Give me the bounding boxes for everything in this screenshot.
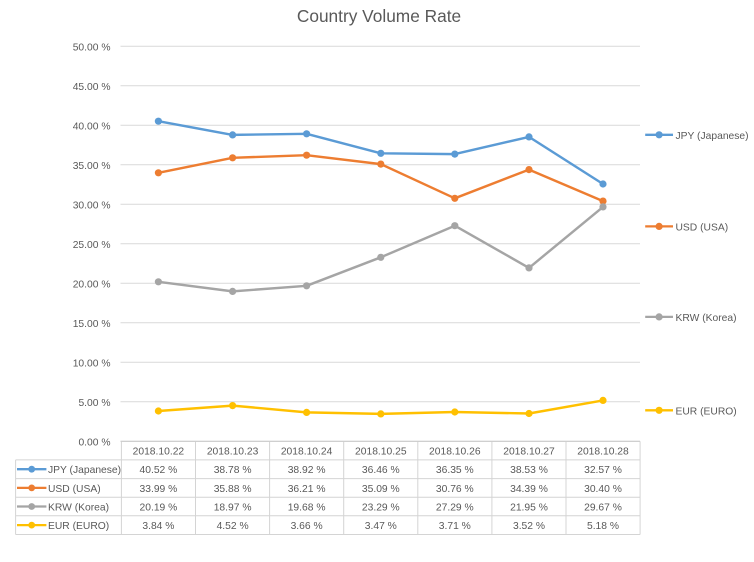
svg-text:34.39 %: 34.39 % (510, 484, 548, 495)
svg-text:EUR (EURO): EUR (EURO) (48, 521, 109, 532)
svg-text:45.00 %: 45.00 % (73, 82, 111, 93)
svg-text:0.00 %: 0.00 % (78, 437, 110, 448)
svg-text:19.68 %: 19.68 % (288, 503, 326, 514)
svg-text:3.47 %: 3.47 % (365, 521, 397, 532)
svg-text:USD (USA): USD (USA) (676, 222, 729, 233)
svg-text:3.66 %: 3.66 % (291, 521, 323, 532)
svg-text:27.29 %: 27.29 % (436, 503, 474, 514)
svg-text:40.00 %: 40.00 % (73, 121, 111, 132)
svg-text:30.40 %: 30.40 % (584, 484, 622, 495)
svg-text:25.00 %: 25.00 % (73, 240, 111, 251)
svg-text:38.53 %: 38.53 % (510, 465, 548, 476)
svg-text:15.00 %: 15.00 % (73, 319, 111, 330)
svg-text:5.00 %: 5.00 % (78, 398, 110, 409)
svg-text:33.99 %: 33.99 % (140, 484, 178, 495)
svg-text:5.18 %: 5.18 % (587, 521, 619, 532)
svg-text:20.00 %: 20.00 % (73, 279, 111, 290)
svg-text:2018.10.28: 2018.10.28 (577, 447, 629, 458)
svg-text:USD (USA): USD (USA) (48, 484, 101, 495)
svg-text:Country Volume Rate: Country Volume Rate (297, 6, 461, 26)
svg-text:4.52 %: 4.52 % (217, 521, 249, 532)
svg-text:2018.10.24: 2018.10.24 (281, 447, 333, 458)
svg-text:35.00 %: 35.00 % (73, 161, 111, 172)
svg-text:23.29 %: 23.29 % (362, 503, 400, 514)
svg-text:36.35 %: 36.35 % (436, 465, 474, 476)
svg-text:2018.10.22: 2018.10.22 (133, 447, 185, 458)
svg-text:2018.10.27: 2018.10.27 (503, 447, 555, 458)
svg-text:36.46 %: 36.46 % (362, 465, 400, 476)
svg-text:2018.10.26: 2018.10.26 (429, 447, 481, 458)
svg-text:JPY (Japanese): JPY (Japanese) (676, 131, 749, 142)
svg-text:3.52 %: 3.52 % (513, 521, 545, 532)
svg-text:35.88 %: 35.88 % (214, 484, 252, 495)
svg-text:KRW (Korea): KRW (Korea) (676, 313, 737, 324)
svg-text:JPY (Japanese): JPY (Japanese) (48, 465, 121, 476)
svg-text:35.09 %: 35.09 % (362, 484, 400, 495)
svg-text:18.97 %: 18.97 % (214, 503, 252, 514)
svg-text:KRW (Korea): KRW (Korea) (48, 503, 109, 514)
svg-text:38.92 %: 38.92 % (288, 465, 326, 476)
svg-text:EUR (EURO): EUR (EURO) (676, 406, 737, 417)
svg-text:30.76 %: 30.76 % (436, 484, 474, 495)
svg-text:10.00 %: 10.00 % (73, 358, 111, 369)
svg-text:32.57 %: 32.57 % (584, 465, 622, 476)
svg-text:2018.10.25: 2018.10.25 (355, 447, 407, 458)
svg-text:36.21 %: 36.21 % (288, 484, 326, 495)
svg-text:3.84 %: 3.84 % (142, 521, 174, 532)
svg-text:29.67 %: 29.67 % (584, 503, 622, 514)
svg-text:50.00 %: 50.00 % (73, 42, 111, 53)
svg-text:40.52 %: 40.52 % (140, 465, 178, 476)
svg-text:3.71 %: 3.71 % (439, 521, 471, 532)
svg-text:30.00 %: 30.00 % (73, 200, 111, 211)
svg-text:38.78 %: 38.78 % (214, 465, 252, 476)
svg-text:20.19 %: 20.19 % (140, 503, 178, 514)
svg-text:2018.10.23: 2018.10.23 (207, 447, 259, 458)
svg-text:21.95 %: 21.95 % (510, 503, 548, 514)
